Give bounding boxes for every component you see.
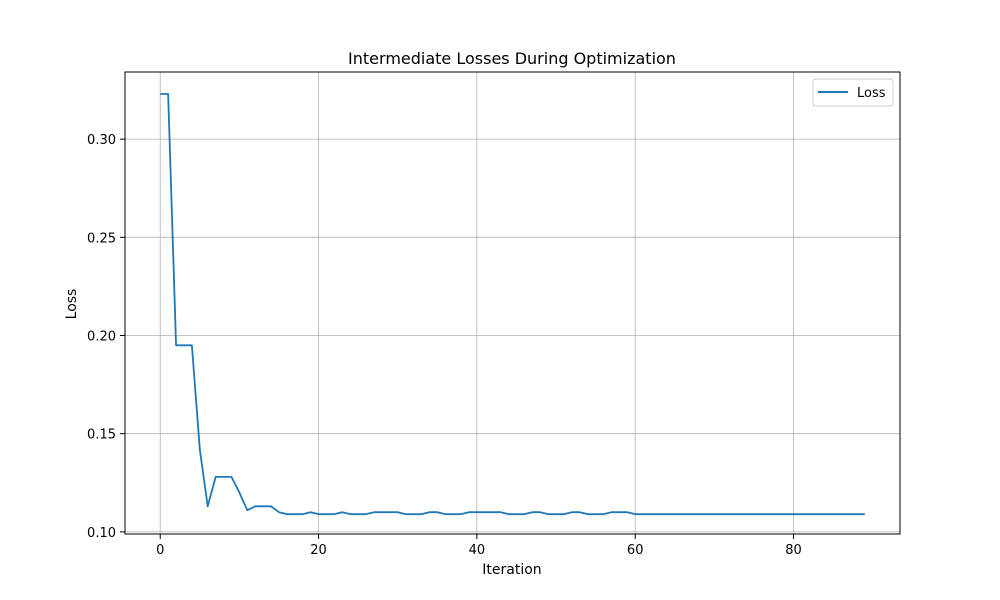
series-layer	[160, 93, 865, 516]
legend: Loss	[812, 78, 894, 107]
legend-label-loss: Loss	[857, 86, 886, 101]
legend-box	[812, 78, 894, 107]
x-tick-label: 0	[156, 543, 164, 558]
y-tick-label: 0.15	[87, 428, 116, 443]
plot-frame	[124, 71, 901, 535]
y-axis: 0.10 0.15 0.20 0.25 0.30	[87, 133, 125, 541]
x-axis: 0 20 40 60 80	[156, 534, 802, 558]
y-tick-label: 0.30	[87, 133, 116, 148]
x-tick-label: 80	[785, 543, 802, 558]
x-tick-label: 60	[627, 543, 644, 558]
x-axis-label: Iteration	[482, 562, 541, 578]
x-tick-label: 20	[310, 543, 327, 558]
grid-lines	[125, 72, 900, 534]
x-tick-label: 40	[469, 543, 486, 558]
y-tick-label: 0.20	[87, 329, 116, 344]
y-axis-label: Loss	[64, 289, 80, 320]
y-tick-label: 0.10	[87, 526, 116, 541]
y-tick-label: 0.25	[87, 231, 116, 246]
chart-title: Intermediate Losses During Optimization	[348, 49, 676, 68]
loss-line	[160, 93, 865, 516]
